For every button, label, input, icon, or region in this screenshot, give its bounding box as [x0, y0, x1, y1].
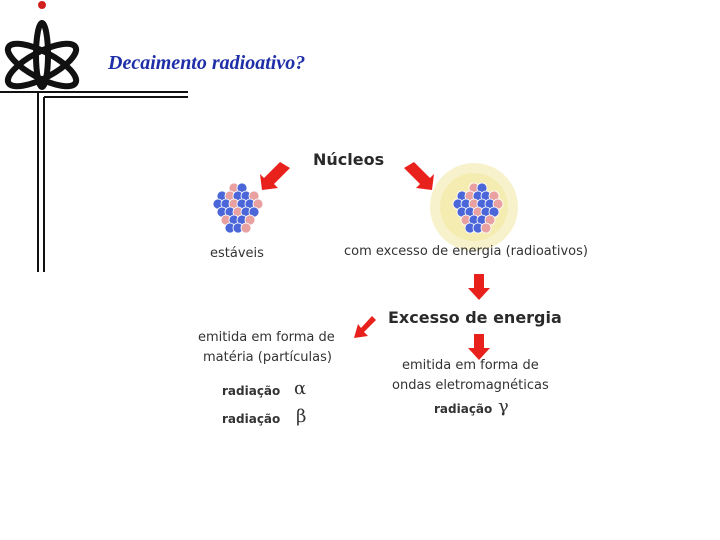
arrow-to-waves — [468, 334, 490, 360]
root-node-label: Núcleos — [313, 150, 385, 169]
beta-symbol: β — [296, 406, 307, 427]
arrow-to-stable — [260, 162, 290, 190]
title-question-mark: ? — [295, 52, 306, 74]
beta-label: radiação — [222, 412, 281, 426]
title-text: Decaimento radioativo — [108, 52, 296, 74]
matter-line2: matéria (partículas) — [203, 350, 332, 365]
arrow-to-radioactive — [404, 162, 434, 190]
alpha-symbol: α — [294, 378, 307, 399]
gamma-symbol: γ — [498, 396, 509, 417]
stable-nucleus-icon — [212, 182, 264, 234]
stable-label: estáveis — [210, 246, 264, 261]
waves-line2: ondas eletromagnéticas — [392, 378, 549, 393]
arrow-to-excess — [468, 274, 490, 300]
excess-energy-label: Excesso de energia — [388, 308, 562, 327]
nucleon — [240, 222, 252, 234]
atom-logo-icon — [0, 1, 188, 272]
slide-title: Decaimento radioativo? — [108, 52, 305, 75]
gamma-label: radiação — [434, 402, 493, 416]
matter-line1: emitida em forma de — [198, 330, 335, 345]
arrow-to-matter — [354, 316, 376, 338]
nucleon — [480, 222, 492, 234]
radioactive-label: com excesso de energia (radioativos) — [344, 244, 588, 259]
radioactive-nucleus-icon — [452, 182, 504, 234]
waves-line1: emitida em forma de — [402, 358, 539, 373]
alpha-label: radiação — [222, 384, 281, 398]
